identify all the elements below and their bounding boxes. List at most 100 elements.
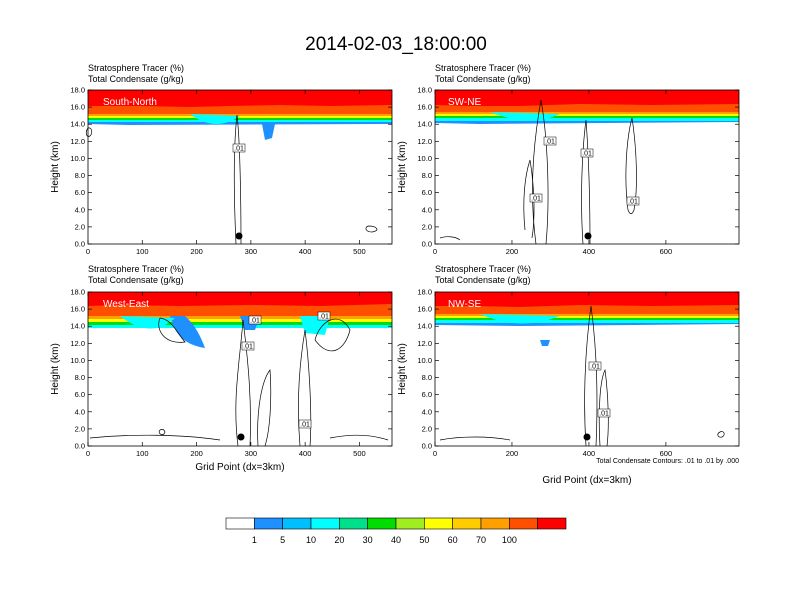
tracer-field (435, 292, 739, 446)
svg-text:.01: .01 (582, 151, 592, 158)
y-tick-label: 6.0 (75, 390, 85, 399)
condensate-contours (89, 317, 389, 447)
panel-header-condensate: Total Condensate (g/kg) (435, 74, 531, 84)
location-marker (584, 232, 592, 240)
svg-text:.01: .01 (590, 364, 600, 371)
y-tick-label: 6.0 (422, 188, 432, 197)
y-tick-label: 4.0 (75, 407, 85, 416)
y-tick-label: 6.0 (75, 188, 85, 197)
contour-label: .01 (588, 361, 602, 371)
x-axis-label: Grid Point (dx=3km) (195, 462, 284, 473)
y-axis-label: Height (km) (50, 343, 61, 395)
panel-header-condensate: Total Condensate (g/kg) (88, 275, 184, 285)
contour-label: .01 (241, 341, 255, 351)
x-tick-label: 500 (353, 449, 366, 458)
y-axis: 0.0 2.0 4.0 6.0 8.0 10.0 12.0 14.0 16.0 18.0 (70, 86, 392, 249)
svg-text:.01: .01 (250, 318, 260, 325)
contour-label: .01 (626, 196, 640, 206)
contour-label: .01 (317, 311, 331, 321)
contour-label: .01 (298, 419, 312, 429)
panel-label: West-East (103, 299, 149, 310)
colorbar-swatch (452, 517, 482, 530)
location-marker (235, 232, 243, 240)
y-tick-label: 8.0 (422, 373, 432, 382)
colorbar-label: 50 (419, 535, 429, 545)
colorbar-swatch (254, 517, 283, 530)
colorbar-label: 30 (363, 535, 373, 545)
contour-label: .01 (543, 136, 557, 146)
y-tick-label: 2.0 (422, 222, 432, 231)
panel-header-tracer: Stratosphere Tracer (%) (88, 264, 184, 274)
y-tick-label: 2.0 (422, 424, 432, 433)
figure-title: 2014-02-03_18:00:00 (305, 34, 487, 55)
svg-text:.01: .01 (300, 422, 310, 429)
y-tick-label: 0.0 (422, 442, 432, 451)
y-tick-label: 4.0 (422, 205, 432, 214)
panel-header-tracer: Stratosphere Tracer (%) (435, 63, 531, 73)
x-tick-label: 400 (583, 449, 596, 458)
svg-text:.01: .01 (531, 196, 541, 203)
svg-text:.01: .01 (545, 139, 555, 146)
svg-text:.01: .01 (599, 411, 609, 418)
y-tick-label: 18.0 (70, 86, 85, 95)
colorbar-label: 60 (448, 535, 458, 545)
svg-text:.01: .01 (243, 344, 253, 351)
x-tick-label: 400 (583, 247, 596, 256)
location-marker (237, 433, 245, 441)
plot-frame (87, 291, 393, 447)
tracer-field (88, 90, 392, 244)
y-tick-label: 0.0 (422, 240, 432, 249)
y-tick-label: 16.0 (417, 305, 432, 314)
colorbar-label: 100 (502, 535, 517, 545)
colorbar-swatch (395, 517, 425, 530)
y-tick-label: 18.0 (70, 288, 85, 297)
colorbar: 1 5 10 20 30 40 50 60 70 100 (225, 517, 567, 545)
x-axis-label: Grid Point (dx=3km) (542, 475, 631, 486)
x-tick-label: 0 (86, 449, 90, 458)
y-tick-label: 12.0 (70, 339, 85, 348)
x-tick-label: 200 (190, 449, 203, 458)
x-tick-label: 200 (506, 449, 519, 458)
y-tick-label: 10.0 (70, 154, 85, 163)
y-tick-label: 14.0 (417, 322, 432, 331)
contour-label: .01 (232, 143, 246, 153)
y-tick-label: 14.0 (70, 322, 85, 331)
y-tick-label: 10.0 (417, 154, 432, 163)
plot-frame (434, 89, 740, 245)
y-tick-label: 6.0 (422, 390, 432, 399)
y-tick-label: 2.0 (75, 424, 85, 433)
y-tick-label: 2.0 (75, 222, 85, 231)
panel-label: NW-SE (448, 299, 481, 310)
colorbar-label: 70 (476, 535, 486, 545)
colorbar-swatch (480, 517, 510, 530)
x-tick-label: 0 (86, 247, 90, 256)
y-tick-label: 10.0 (417, 356, 432, 365)
svg-text:.01: .01 (319, 314, 329, 321)
x-tick-label: 400 (299, 247, 312, 256)
y-tick-label: 16.0 (70, 103, 85, 112)
y-axis-label: Height (km) (397, 343, 408, 395)
colorbar-label: 10 (306, 535, 316, 545)
y-tick-label: 8.0 (75, 373, 85, 382)
panel-header-condensate: Total Condensate (g/kg) (88, 74, 184, 84)
x-axis: 0 100 200 300 400 500 (86, 90, 366, 256)
contour-label: .01 (597, 408, 611, 418)
panel-sw-ne: Stratosphere Tracer (%) Total Condensate… (397, 63, 740, 256)
y-axis: 0.0 2.0 4.0 6.0 8.0 10.0 12.0 14.0 16.0 18.0 (70, 288, 392, 451)
y-tick-label: 8.0 (422, 171, 432, 180)
colorbar-swatch (310, 517, 340, 530)
y-tick-label: 16.0 (417, 103, 432, 112)
y-tick-label: 0.0 (75, 240, 85, 249)
colorbar-swatch (367, 517, 397, 530)
contour-label: .01 (580, 148, 594, 158)
y-tick-label: 12.0 (417, 137, 432, 146)
y-tick-label: 14.0 (70, 120, 85, 129)
y-tick-label: 12.0 (70, 137, 85, 146)
y-tick-label: 0.0 (75, 442, 85, 451)
panel-header-tracer: Stratosphere Tracer (%) (88, 63, 184, 73)
x-tick-label: 600 (660, 247, 673, 256)
panel-label: SW-NE (448, 97, 481, 108)
panel-label: South-North (103, 97, 157, 108)
colorbar-swatch (225, 517, 255, 530)
svg-text:.01: .01 (234, 146, 244, 153)
